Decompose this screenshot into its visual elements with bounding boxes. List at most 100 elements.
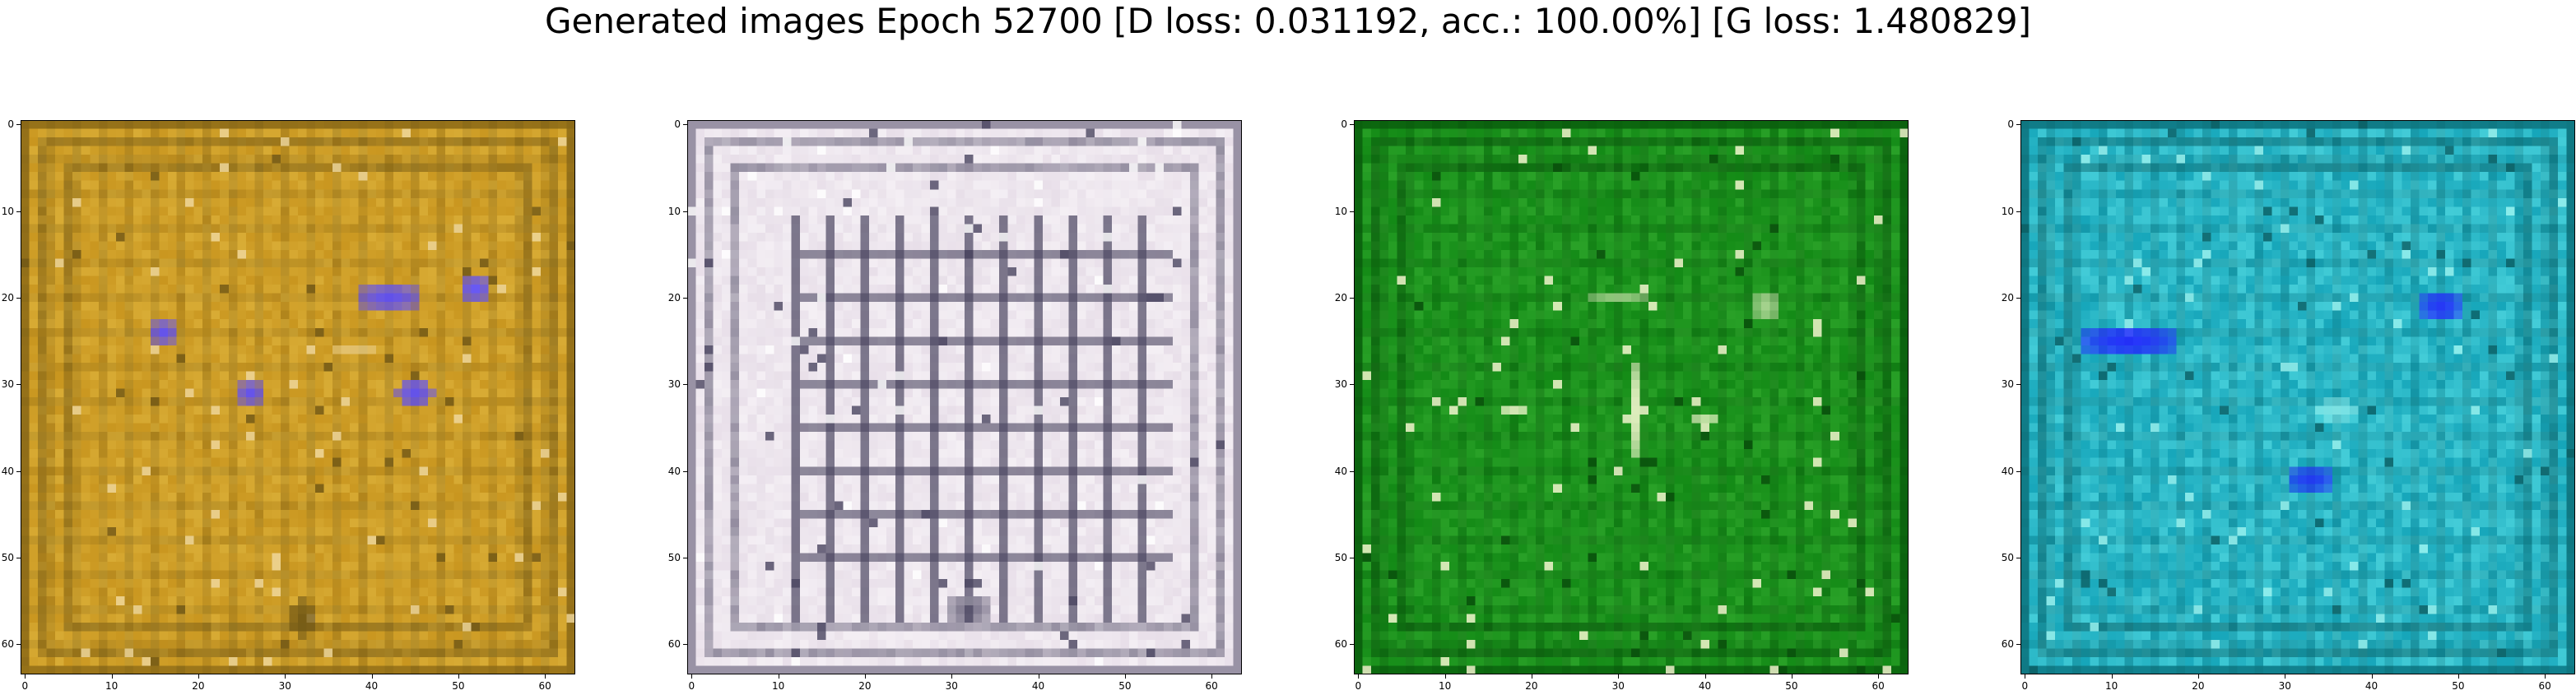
x-tick-label: 60	[1872, 680, 1885, 692]
y-tick-mark	[683, 124, 687, 125]
y-tick-mark	[1350, 298, 1354, 299]
x-tick-mark	[2198, 674, 2199, 679]
y-tick-mark	[2016, 471, 2020, 472]
y-tick-label: 0	[7, 118, 14, 130]
x-tick-label: 40	[365, 680, 379, 692]
y-tick-mark	[16, 644, 21, 645]
y-tick-mark	[16, 211, 21, 212]
generated-image-panel-1: 0 10 20 30 40 50 60 0 10 20 30 40 50 60	[21, 120, 575, 674]
y-tick-mark	[16, 298, 21, 299]
y-tick-label: 20	[2002, 292, 2014, 303]
y-tick-label: 0	[1341, 118, 1347, 130]
generated-image-panel-3: 0 10 20 30 40 50 60 0 10 20 30 40 50 60	[1354, 120, 1909, 674]
x-tick-label: 0	[2018, 680, 2031, 692]
x-tick-label: 10	[772, 680, 785, 692]
x-tick-mark	[865, 674, 866, 679]
x-tick-mark	[2458, 674, 2459, 679]
y-tick-mark	[2016, 124, 2020, 125]
y-tick-mark	[683, 298, 687, 299]
x-tick-label: 60	[2538, 680, 2551, 692]
x-tick-label: 0	[685, 680, 698, 692]
x-tick-label: 20	[2192, 680, 2205, 692]
y-tick-mark	[1350, 384, 1354, 385]
x-tick-label: 50	[1118, 680, 1132, 692]
x-tick-label: 50	[1785, 680, 1798, 692]
axes-frame	[1354, 120, 1909, 674]
x-tick-mark	[951, 674, 952, 679]
x-tick-label: 40	[1699, 680, 1712, 692]
y-tick-mark	[683, 471, 687, 472]
x-tick-label: 0	[1351, 680, 1365, 692]
x-tick-mark	[2545, 674, 2546, 679]
x-tick-mark	[1705, 674, 1706, 679]
x-tick-mark	[1358, 674, 1359, 679]
y-tick-label: 50	[2, 552, 14, 563]
y-tick-label: 30	[1335, 378, 1347, 390]
y-tick-label: 10	[1335, 206, 1347, 217]
x-tick-mark	[2372, 674, 2373, 679]
y-tick-mark	[2016, 644, 2020, 645]
y-tick-label: 30	[668, 378, 681, 390]
y-tick-label: 60	[668, 638, 681, 650]
x-tick-label: 20	[858, 680, 872, 692]
x-tick-mark	[1878, 674, 1879, 679]
y-tick-label: 60	[2002, 638, 2014, 650]
x-tick-label: 20	[192, 680, 205, 692]
y-tick-label: 60	[2, 638, 14, 650]
y-tick-label: 50	[2002, 552, 2014, 563]
y-tick-mark	[2016, 384, 2020, 385]
x-tick-mark	[112, 674, 113, 679]
x-tick-mark	[25, 674, 26, 679]
y-tick-label: 50	[1335, 552, 1347, 563]
x-tick-label: 30	[278, 680, 291, 692]
x-tick-mark	[1211, 674, 1212, 679]
generated-image-panel-4: 0 10 20 30 40 50 60 0 10 20 30 40 50 60	[2020, 120, 2575, 674]
x-tick-label: 20	[1525, 680, 1538, 692]
x-tick-mark	[1445, 674, 1446, 679]
axes-frame	[21, 120, 575, 674]
y-tick-mark	[1350, 644, 1354, 645]
y-tick-label: 0	[2007, 118, 2014, 130]
figure-title: Generated images Epoch 52700 [D loss: 0.…	[0, 0, 2576, 43]
y-tick-label: 20	[668, 292, 681, 303]
x-tick-label: 30	[2278, 680, 2291, 692]
generated-image-panel-2: 0 10 20 30 40 50 60 0 10 20 30 40 50 60	[687, 120, 1242, 674]
y-tick-label: 40	[668, 466, 681, 477]
y-tick-mark	[1350, 471, 1354, 472]
y-tick-label: 50	[668, 552, 681, 563]
x-tick-mark	[691, 674, 692, 679]
y-tick-mark	[2016, 298, 2020, 299]
x-tick-mark	[1792, 674, 1793, 679]
x-tick-mark	[458, 674, 459, 679]
y-tick-label: 30	[2, 378, 14, 390]
x-tick-mark	[2112, 674, 2113, 679]
x-tick-label: 0	[18, 680, 31, 692]
axes-frame	[2020, 120, 2575, 674]
x-tick-label: 40	[2365, 680, 2378, 692]
x-tick-label: 50	[452, 680, 465, 692]
x-tick-label: 60	[1205, 680, 1218, 692]
y-tick-mark	[1350, 124, 1354, 125]
x-tick-label: 60	[538, 680, 551, 692]
x-tick-mark	[545, 674, 546, 679]
x-tick-label: 10	[2105, 680, 2118, 692]
y-tick-label: 0	[674, 118, 681, 130]
y-tick-mark	[1350, 211, 1354, 212]
y-tick-mark	[683, 211, 687, 212]
x-tick-label: 10	[105, 680, 119, 692]
x-tick-label: 50	[2452, 680, 2465, 692]
x-tick-mark	[1618, 674, 1619, 679]
x-tick-mark	[372, 674, 373, 679]
y-tick-label: 30	[2002, 378, 2014, 390]
y-tick-label: 20	[1335, 292, 1347, 303]
x-tick-label: 30	[1611, 680, 1625, 692]
axes-frame	[687, 120, 1242, 674]
x-tick-mark	[198, 674, 199, 679]
x-tick-mark	[1125, 674, 1126, 679]
y-tick-label: 10	[2002, 206, 2014, 217]
y-tick-label: 60	[1335, 638, 1347, 650]
y-tick-label: 20	[2, 292, 14, 303]
x-tick-label: 40	[1032, 680, 1045, 692]
y-tick-label: 10	[2, 206, 14, 217]
y-tick-mark	[683, 384, 687, 385]
